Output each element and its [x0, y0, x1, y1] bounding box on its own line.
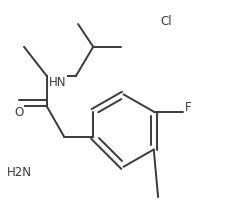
Text: H2N: H2N — [7, 166, 32, 179]
Text: Cl: Cl — [160, 15, 172, 28]
Text: HN: HN — [49, 76, 66, 89]
Text: O: O — [14, 106, 23, 119]
Text: F: F — [185, 101, 192, 114]
